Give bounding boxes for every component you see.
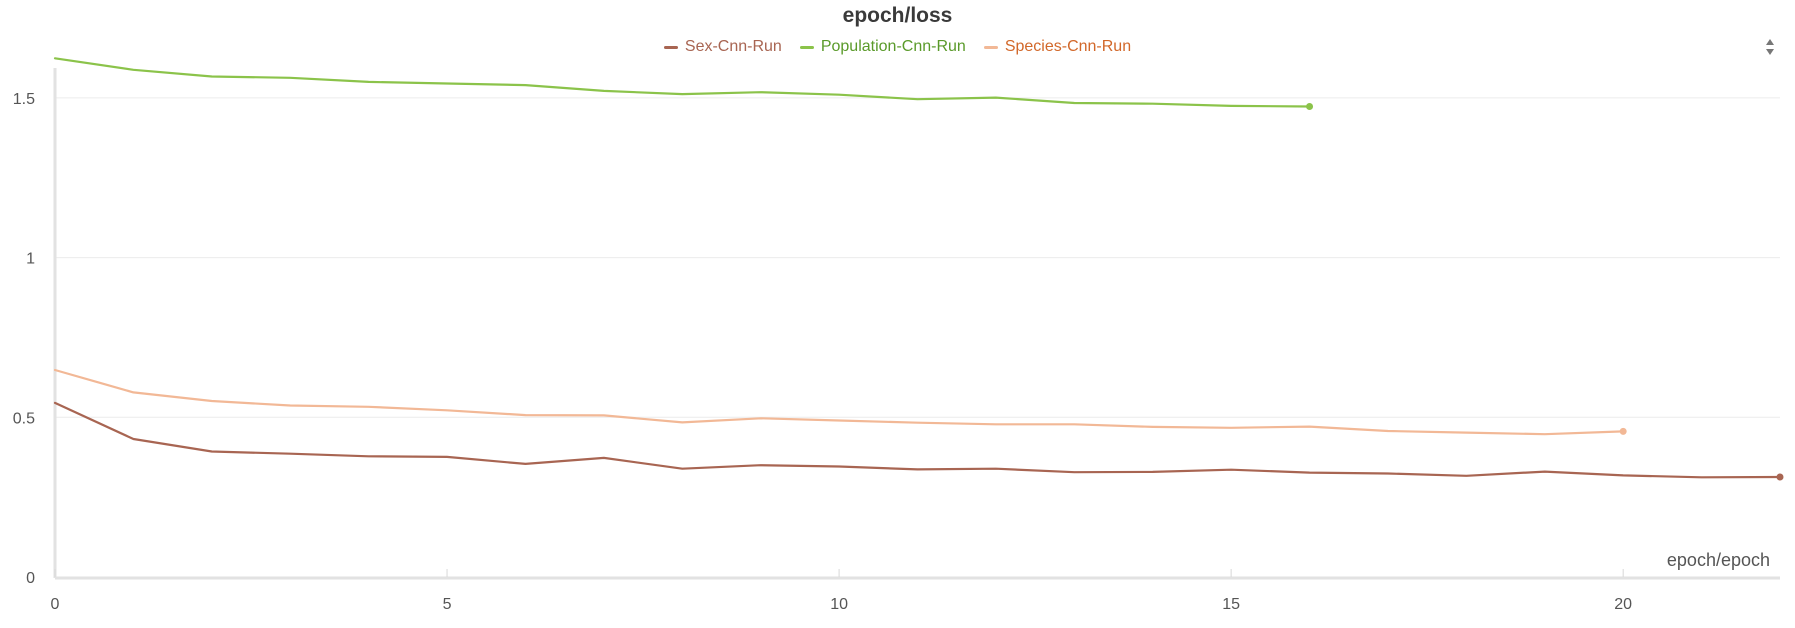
x-axis-title: epoch/epoch — [1667, 550, 1770, 570]
x-tick-label-2: 10 — [830, 596, 848, 613]
series-line-population-cnn-run[interactable] — [53, 57, 1311, 108]
legend-swatch-species-cnn-run — [983, 45, 998, 49]
legend-item-sex-cnn-run[interactable]: Sex-Cnn-Run — [663, 38, 782, 56]
series-line-species-cnn-run[interactable] — [53, 368, 1625, 436]
legend-label-population-cnn-run: Population-Cnn-Run — [820, 38, 966, 55]
series-end-point-species-cnn-run[interactable] — [1619, 427, 1627, 435]
legend-item-species-cnn-run[interactable]: Species-Cnn-Run — [983, 38, 1132, 56]
legend-swatch-population-cnn-run — [799, 45, 814, 49]
x-tick-label-1: 5 — [443, 596, 452, 613]
y-tick-label-1: 0.5 — [13, 410, 35, 427]
series-end-point-sex-cnn-run[interactable] — [1776, 473, 1784, 481]
legend-label-sex-cnn-run: Sex-Cnn-Run — [684, 38, 782, 55]
series-end-point-population-cnn-run[interactable] — [1306, 103, 1314, 111]
y-tick-label-3: 1.5 — [13, 91, 35, 108]
x-tick-label-4: 20 — [1614, 596, 1632, 613]
x-tick-label-0: 0 — [51, 596, 60, 613]
legend-item-population-cnn-run[interactable]: Population-Cnn-Run — [799, 38, 966, 56]
legend-scroll-icon[interactable] — [1765, 36, 1775, 58]
chart-legend: Sex-Cnn-Run Population-Cnn-Run Species-C… — [0, 38, 1795, 56]
x-tick-label-3: 15 — [1222, 596, 1240, 613]
legend-swatch-sex-cnn-run — [663, 45, 678, 49]
y-tick-label-0: 0 — [26, 570, 35, 587]
series-line-sex-cnn-run[interactable] — [53, 401, 1782, 479]
legend-label-species-cnn-run: Species-Cnn-Run — [1004, 38, 1132, 55]
y-tick-label-2: 1 — [26, 251, 35, 268]
chart-title: epoch/loss — [842, 4, 953, 27]
